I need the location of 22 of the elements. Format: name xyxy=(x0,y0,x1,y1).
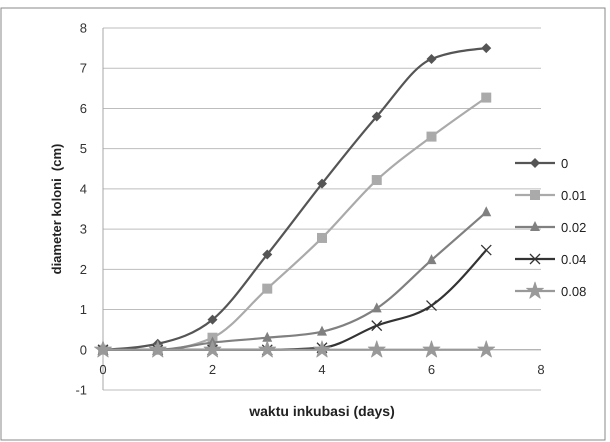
y-tick-label: 0 xyxy=(80,342,87,358)
y-tick-label: -1 xyxy=(75,382,87,398)
x-tick-label: 4 xyxy=(318,362,326,377)
y-tick-label: 4 xyxy=(80,181,87,196)
x-tick-label: 6 xyxy=(428,362,436,377)
legend-label: 0.01 xyxy=(561,188,586,203)
y-tick-label: 2 xyxy=(80,262,87,277)
y-tick-label: 7 xyxy=(80,60,87,76)
legend-label: 0 xyxy=(561,156,568,171)
y-axis-title: diameter koloni (cm) xyxy=(49,144,64,274)
legend-label: 0.02 xyxy=(561,220,586,235)
x-tick-label: 8 xyxy=(537,362,545,377)
x-axis-title: waktu inkubasi (days) xyxy=(248,403,395,419)
x-tick-label: 2 xyxy=(208,362,216,377)
y-tick-label: 6 xyxy=(80,100,87,116)
x-tick-label: 0 xyxy=(99,362,107,377)
y-tick-label: 5 xyxy=(80,141,87,156)
y-tick-label: 1 xyxy=(80,302,87,318)
legend-label: 0.04 xyxy=(561,252,586,267)
y-tick-label: 8 xyxy=(80,20,87,36)
legend-label: 0.08 xyxy=(561,284,586,299)
y-tick-label: 3 xyxy=(80,222,87,237)
